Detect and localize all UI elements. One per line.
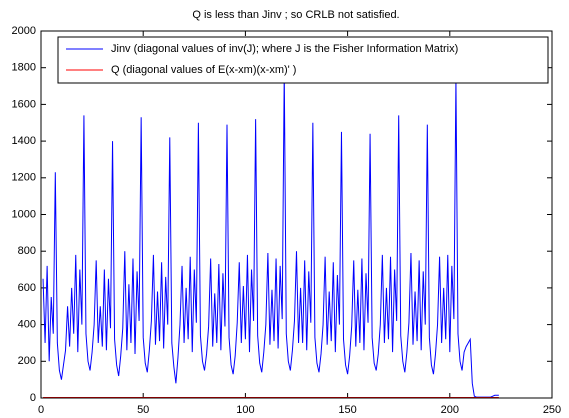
x-tick-label: 250 [543,404,561,416]
x-tick-label: 150 [338,404,356,416]
chart-title: Q is less than Jinv ; so CRLB not satisf… [192,9,399,21]
y-tick-label: 600 [18,282,36,294]
plot-frame [40,30,553,399]
x-tick-label: 50 [137,404,149,416]
y-tick-label: 800 [18,245,36,257]
y-tick-label: 400 [18,319,36,331]
x-tick-label: 0 [38,404,44,416]
x-tick-label: 100 [236,404,254,416]
legend-label: Q (diagonal values of E(x-xm)(x-xm)' ) [111,64,296,76]
y-tick-label: 1000 [12,208,36,220]
legend-label: Jinv (diagonal values of inv(J); where J… [111,43,458,55]
y-tick-label: 200 [18,355,36,367]
y-tick-label: 1600 [12,98,36,110]
y-tick-label: 1200 [12,172,36,184]
y-tick-label: 2000 [12,25,36,37]
y-tick-label: 1400 [12,135,36,147]
data-line [42,71,499,398]
legend-box [57,36,549,84]
y-tick-label: 0 [30,392,36,404]
y-tick-label: 1800 [12,62,36,74]
x-tick-label: 200 [441,404,459,416]
